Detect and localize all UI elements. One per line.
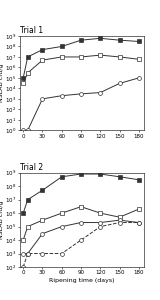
Text: Trial 1: Trial 1: [20, 26, 43, 35]
Y-axis label: NSLAB cfu/g: NSLAB cfu/g: [0, 64, 4, 102]
X-axis label: Ripening time (days): Ripening time (days): [49, 278, 115, 283]
Y-axis label: NSLAB cfu/g: NSLAB cfu/g: [0, 201, 4, 239]
Text: Trial 2: Trial 2: [20, 163, 43, 172]
